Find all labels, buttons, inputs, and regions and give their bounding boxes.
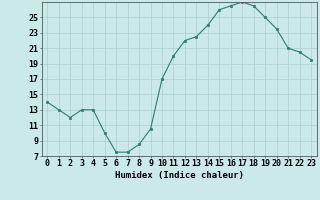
X-axis label: Humidex (Indice chaleur): Humidex (Indice chaleur) bbox=[115, 171, 244, 180]
